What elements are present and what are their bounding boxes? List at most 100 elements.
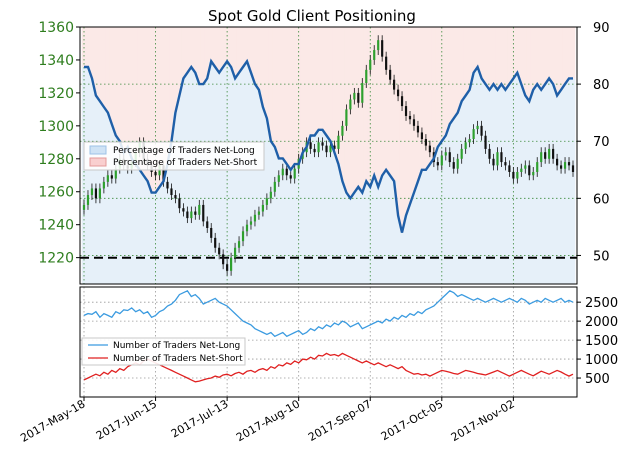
net-long-area-column [340,181,345,284]
bottom-legend-box [81,337,246,366]
net-short-area-column [328,27,333,142]
x-tick-label: 2017-Jul-13 [169,397,231,440]
net-long-area-column [185,72,190,284]
net-long-count-line [83,289,574,338]
net-short-area-column [177,27,182,96]
net-short-area-column [288,27,294,170]
x-axis-ticks: 2017-May-18 2017-Jun-15 2017-Jul-13 2017-Au… [18,397,517,445]
bottom-legend: Number of Traders Net-Long Number of Tra… [81,337,246,366]
net-long-area-column [133,164,138,284]
net-short-area-column [570,27,576,79]
top-panel: 1220 1240 1260 1280 1300 1320 1340 1360 50 60 70 8… [38,20,610,285]
net-short-area-column [475,27,480,67]
candle-body [214,237,217,248]
candle-body [325,145,328,153]
candle-body [82,204,86,210]
net-long-area-column [161,181,166,284]
candle-body [365,69,368,84]
candle-body [321,142,324,146]
net-long-area-column [113,135,119,284]
net-short-area-column [379,27,385,176]
net-short-area-column [487,27,492,90]
net-long-area-column [165,164,170,284]
net-short-area-column [101,27,107,107]
candle-body [508,165,511,172]
net-short-area-column [137,27,142,170]
candle-body [269,191,272,199]
bottom-tick-label: 1000 [585,353,618,368]
net-long-area-column [523,95,528,285]
net-long-area-column [109,124,115,284]
net-long-area-column [336,164,341,284]
top-panel-frame [79,26,578,285]
candle-body [385,56,388,70]
net-long-area-column [141,175,146,284]
net-long-area-column [554,95,560,285]
candle-body [393,79,396,90]
net-long-area-column [435,146,441,284]
net-long-area-column [352,192,357,284]
net-short-area-column [340,27,345,182]
net-long-area-column [383,169,389,284]
net-long-area-column [280,158,286,284]
net-short-area-column [467,27,472,90]
net-long-area-column [101,106,107,284]
bottom-tick-label: 2000 [585,315,618,330]
candle-body [233,247,237,258]
net-short-area-column [515,27,520,73]
net-short-area-column [431,27,437,159]
candle-body [106,175,109,182]
net-short-area-column [81,27,87,67]
candle-body [98,188,101,199]
candle-body [313,148,316,153]
candle-body [353,92,356,100]
candle-body [170,188,173,196]
net-long-area-column [145,181,150,284]
net-long-area-column [212,66,218,284]
net-long-area-column [85,66,91,284]
net-long-area-column [451,118,457,284]
net-long-area-column [276,158,282,284]
right-tick-label: 70 [593,135,610,150]
net-short-area-column [352,27,357,193]
legend-label-net-short-count: Number of Traders Net-Short [113,354,243,364]
candle-body [114,168,117,179]
net-short-area-column [360,27,365,193]
net-long-area-column [137,169,142,284]
net-short-area-column [336,27,341,165]
legend-swatch-net-short [89,157,107,167]
net-short-area-column [367,27,373,187]
candle-body [349,99,352,110]
net-long-area-column [117,141,123,284]
candle-body [281,168,284,176]
candle-body [357,92,360,103]
candle-body [500,152,503,163]
candle-body [556,158,559,166]
net-long-area-column [149,192,154,284]
net-long-area-column [320,129,325,284]
net-short-area-column [300,27,305,153]
net-short-area-column [423,27,429,170]
net-long-area-column [220,66,226,284]
net-long-area-column [284,164,290,284]
net-long-area-column [419,169,425,284]
candle-body [484,135,487,149]
net-long-area-column [356,186,361,284]
net-short-area-column [252,27,258,85]
net-short-area-column [530,27,536,90]
right-tick-label: 50 [593,249,610,264]
right-tick-label: 90 [593,21,610,36]
net-short-area-column [145,27,150,182]
candle-body [468,139,471,143]
net-short-area-column [193,27,198,73]
net-short-area-column [105,27,111,113]
net-short-area-column [236,27,242,73]
candle-body [182,208,185,212]
legend-label-net-long: Percentage of Traders Net-Long [113,146,255,156]
net-long-area-column [360,192,365,284]
net-short-area-column [208,27,214,62]
net-short-area-column [133,27,138,165]
top-legend-box [83,141,265,171]
left-tick-label: 1360 [38,20,74,36]
net-long-area-column [236,72,242,284]
